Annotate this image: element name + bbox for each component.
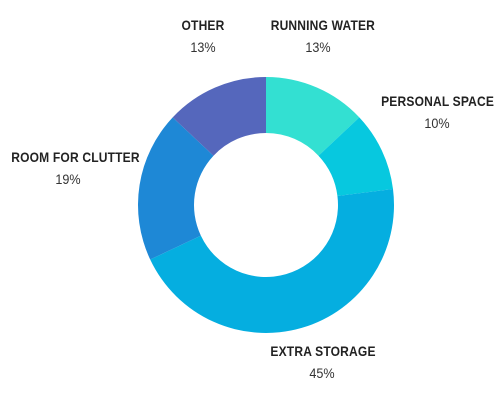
slice-value: 13% [190,38,216,55]
slice-name: PERSONAL SPACE [381,93,495,109]
slice-name: OTHER [181,17,225,33]
slice-name: EXTRA STORAGE [270,343,376,359]
slice-value: 10% [424,114,450,131]
slice-other [172,77,266,156]
slice-name: RUNNING WATER [270,17,376,33]
slice-label-running-water: RUNNING WATER 13% [263,16,376,57]
slice-label-extra-storage: EXTRA STORAGE 45% [262,342,382,383]
slice-label-room-for-clutter: ROOM FOR CLUTTER 19% [2,148,140,189]
slice-name: ROOM FOR CLUTTER [11,149,140,165]
slice-personal-space [318,117,393,196]
slice-label-personal-space: PERSONAL SPACE 10% [372,92,500,133]
slice-room-for-clutter [138,117,214,260]
slice-value: 19% [55,170,81,187]
slice-value: 13% [305,38,331,55]
slice-label-other: OTHER 13% [168,16,238,57]
slice-running-water [266,77,360,156]
slice-extra-storage [150,188,394,334]
slice-value: 45% [309,364,335,381]
